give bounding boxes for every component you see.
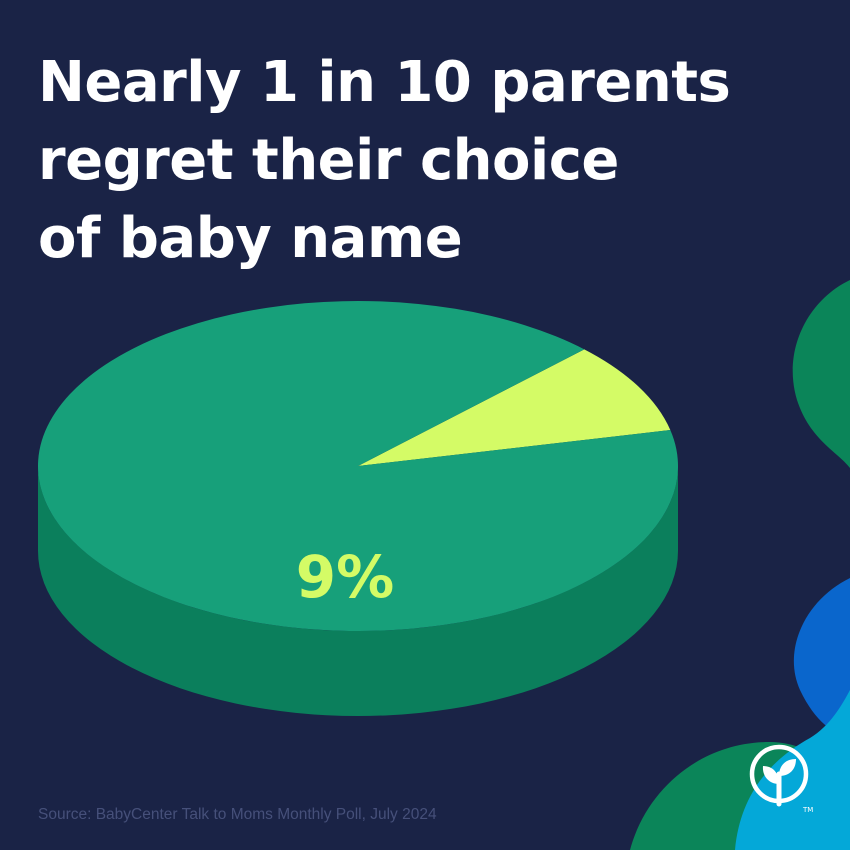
pie-tops (37, 301, 678, 632)
pie-slice-highlight (358, 349, 671, 466)
pie-slice-main-side (38, 466, 678, 716)
pie-sides (38, 466, 678, 716)
headline-line-3: of baby name (38, 206, 463, 271)
decorative-wave-blue (793, 578, 850, 738)
headline-line-2: regret their choice (38, 128, 619, 193)
decorative-wave-green-top (792, 280, 850, 468)
babycenter-sprout-logo-icon: TM (749, 744, 813, 814)
slice-data-label: 9% (296, 543, 394, 611)
source-note: Source: BabyCenter Talk to Moms Monthly … (38, 806, 437, 823)
headline: Nearly 1 in 10 parents regret their choi… (38, 44, 758, 278)
pie-slice-main (37, 301, 678, 632)
trademark-mark: TM (802, 806, 813, 814)
headline-line-1: Nearly 1 in 10 parents (38, 50, 731, 115)
